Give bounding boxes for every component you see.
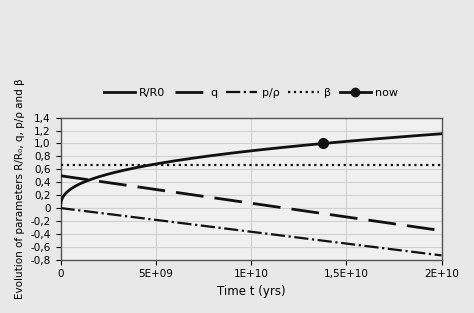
X-axis label: Time t (yrs): Time t (yrs): [217, 285, 285, 298]
Y-axis label: Evolution of parameters R/R₀, q, p/ρ and β: Evolution of parameters R/R₀, q, p/ρ and…: [15, 78, 25, 299]
Legend: R/R0, q, p/ρ, β, now: R/R0, q, p/ρ, β, now: [100, 83, 403, 102]
